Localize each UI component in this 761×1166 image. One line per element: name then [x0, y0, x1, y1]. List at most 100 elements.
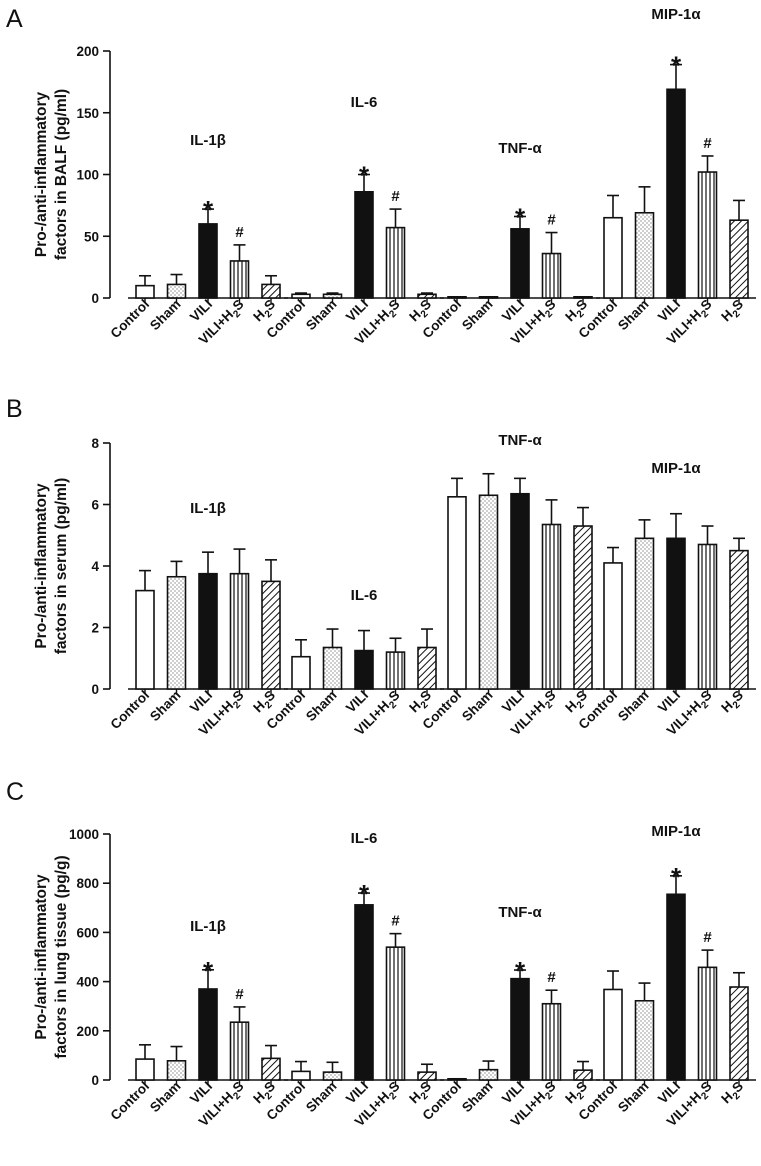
- bar-h2s: [729, 549, 749, 690]
- bar-h2s: [417, 646, 437, 690]
- significance-hash: #: [391, 188, 400, 205]
- category-label: Sham: [459, 297, 496, 334]
- y-tick-label: 0: [91, 682, 99, 697]
- panel-b: B Pro-/anti-inflammatory factors in serum …: [6, 395, 756, 738]
- significance-star: *: [359, 879, 370, 909]
- group-label: MIP-1α: [651, 6, 701, 23]
- bar-control: [603, 562, 623, 690]
- y-tick-label: 600: [76, 925, 99, 940]
- bar-control: [135, 284, 155, 299]
- bar-control: [603, 988, 623, 1081]
- significance-star: *: [671, 862, 682, 892]
- bar-sham: [166, 575, 187, 690]
- category-label: Sham: [303, 297, 340, 334]
- category-label: Sham: [147, 297, 184, 334]
- significance-star: *: [203, 956, 214, 986]
- bar-sham: [322, 646, 343, 690]
- category-label: H2S: [718, 688, 749, 719]
- bar-h2s: [417, 1071, 437, 1081]
- significance-hash: #: [703, 929, 712, 946]
- significance-star: *: [515, 202, 526, 232]
- bar-control: [447, 295, 467, 299]
- bar-h2s: [573, 295, 593, 299]
- group-label: IL-1β: [190, 500, 226, 517]
- category-label: Control: [108, 1079, 153, 1124]
- bar-sham: [478, 1068, 499, 1081]
- bar-vili-h2s: [541, 1002, 562, 1081]
- bar-vili-h2s: [541, 523, 562, 690]
- y-tick-label: 0: [91, 1073, 99, 1088]
- group-label: IL-6: [351, 830, 378, 847]
- panel-letter: A: [6, 5, 23, 33]
- y-tick-label: 2: [91, 621, 99, 636]
- bar-vili-h2s: [697, 543, 718, 690]
- y-tick-label: 8: [91, 436, 99, 451]
- bar-vili-h2s: [385, 946, 406, 1081]
- group-label: MIP-1α: [651, 460, 701, 477]
- y-tick-label: 200: [76, 44, 99, 59]
- y-axis-label: factors in serum (pg/ml): [53, 478, 70, 655]
- bar-h2s: [417, 293, 437, 299]
- bar-sham: [478, 494, 499, 690]
- bar-vili: [510, 492, 530, 690]
- bar-control: [291, 1070, 311, 1081]
- y-tick-label: 400: [76, 975, 99, 990]
- bar-vili: [354, 904, 374, 1081]
- y-tick-label: 50: [84, 229, 99, 244]
- bar-sham: [166, 1060, 187, 1081]
- bar-vili: [354, 649, 374, 690]
- y-axis-label: Pro-/anti-inflammatory: [33, 91, 50, 257]
- bar-vili: [510, 977, 530, 1081]
- bar-sham: [634, 999, 655, 1081]
- bar-vili-h2s: [385, 226, 406, 299]
- y-tick-label: 800: [76, 876, 99, 891]
- category-label: H2S: [718, 1079, 749, 1110]
- bar-vili: [666, 537, 686, 690]
- category-label: Sham: [147, 688, 184, 725]
- bar-h2s: [261, 580, 281, 690]
- bar-vili: [510, 228, 530, 299]
- bar-vili: [198, 988, 218, 1081]
- bar-control: [291, 293, 311, 299]
- bar-control: [135, 1058, 155, 1081]
- y-tick-label: 1000: [69, 827, 99, 842]
- bar-vili-h2s: [697, 966, 718, 1081]
- panel-a: A Pro-/anti-inflammatory factors in BALF (…: [6, 5, 756, 347]
- bar-h2s: [573, 1069, 593, 1081]
- group-label: TNF-α: [498, 140, 542, 157]
- bar-vili: [354, 190, 374, 299]
- category-label: Sham: [147, 1079, 184, 1116]
- bar-vili-h2s: [229, 1021, 250, 1081]
- category-label: Sham: [459, 688, 496, 725]
- category-label: Sham: [615, 688, 652, 725]
- y-tick-label: 0: [91, 291, 99, 306]
- bar-control: [291, 655, 311, 690]
- category-label: Sham: [459, 1079, 496, 1116]
- group-label: MIP-1α: [651, 823, 701, 840]
- bar-sham: [322, 293, 343, 299]
- bar-sham: [634, 211, 655, 299]
- bar-h2s: [729, 986, 749, 1081]
- bar-sham: [478, 295, 499, 299]
- bar-sham: [634, 537, 655, 690]
- bar-vili: [666, 88, 686, 299]
- bar-control: [447, 496, 467, 690]
- y-axis-label: Pro-/anti-inflammatory: [33, 483, 50, 649]
- category-label: Control: [108, 688, 153, 733]
- group-label: TNF-α: [498, 904, 542, 921]
- group-label: IL-1β: [190, 132, 226, 149]
- bar-vili-h2s: [229, 260, 250, 299]
- y-tick-label: 100: [76, 168, 99, 183]
- bar-vili-h2s: [385, 651, 406, 690]
